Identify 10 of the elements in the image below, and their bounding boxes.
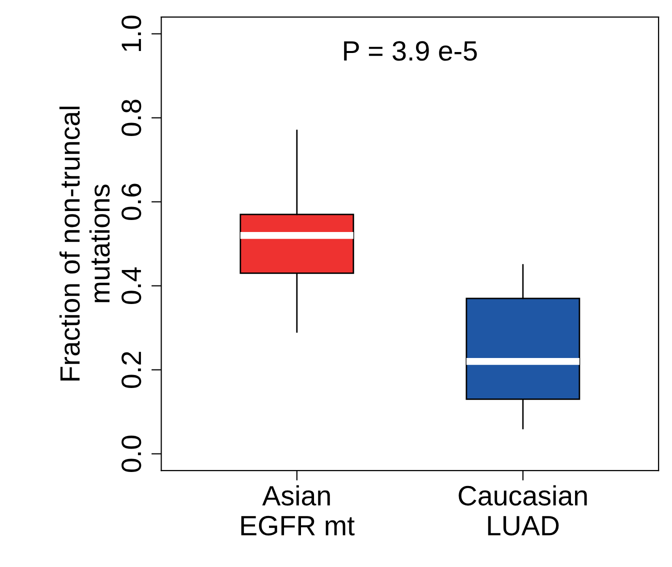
- y-tick-label: 0.8: [122, 100, 142, 136]
- y-axis-title: Fraction of non-truncal mutations: [59, 106, 110, 380]
- y-tick-label: 0.0: [122, 436, 142, 472]
- x-tick-label: Caucasian LUAD: [458, 485, 587, 536]
- annotation: P = 3.9 e-5: [344, 41, 477, 61]
- x-tick-label: Asian EGFR mt: [241, 485, 355, 536]
- y-tick-label: 0.2: [122, 352, 142, 388]
- y-tick-label: 0.6: [122, 184, 142, 220]
- y-tick-label: 1.0: [122, 16, 142, 51]
- y-tick-label: 0.4: [122, 267, 142, 304]
